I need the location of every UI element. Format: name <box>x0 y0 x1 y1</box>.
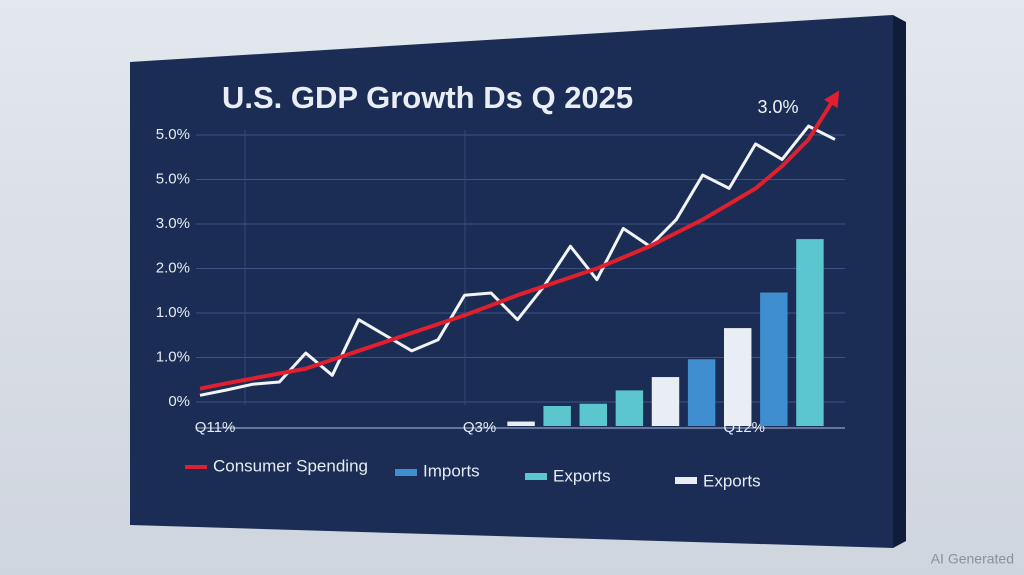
legend-swatch <box>675 477 697 484</box>
legend-label: Exports <box>553 466 611 485</box>
bar <box>615 390 644 426</box>
panel-edge <box>893 15 906 548</box>
chart-title: U.S. GDP Growth Ds Q 2025 <box>222 80 633 115</box>
legend-swatch <box>395 469 417 476</box>
y-tick-label: 5.0% <box>156 126 190 143</box>
bar <box>796 239 824 426</box>
legend-swatch <box>185 465 207 469</box>
bar <box>507 421 535 426</box>
legend-label: Consumer Spending <box>213 456 368 475</box>
y-tick-label: 0% <box>168 393 190 410</box>
y-tick-label: 3.0% <box>156 215 190 232</box>
line-series <box>199 90 840 391</box>
x-tick-label: Q3% <box>463 419 496 436</box>
legend-label: Imports <box>423 461 480 480</box>
bar <box>760 292 788 426</box>
bar <box>724 328 752 426</box>
annotation: 3.0% <box>757 97 798 117</box>
watermark: AI Generated <box>931 551 1014 567</box>
bar <box>687 359 716 426</box>
legend-label: Exports <box>703 471 761 490</box>
y-tick-label: 5.0% <box>156 170 190 187</box>
bar <box>651 377 680 426</box>
line-series <box>199 124 836 397</box>
x-tick-label: Q11% <box>195 419 236 436</box>
bar <box>543 405 571 426</box>
legend-swatch <box>525 473 547 480</box>
y-tick-label: 1.0% <box>156 304 190 321</box>
y-tick-label: 1.0% <box>156 348 190 365</box>
bar <box>579 403 607 426</box>
y-tick-label: 2.0% <box>156 259 190 276</box>
